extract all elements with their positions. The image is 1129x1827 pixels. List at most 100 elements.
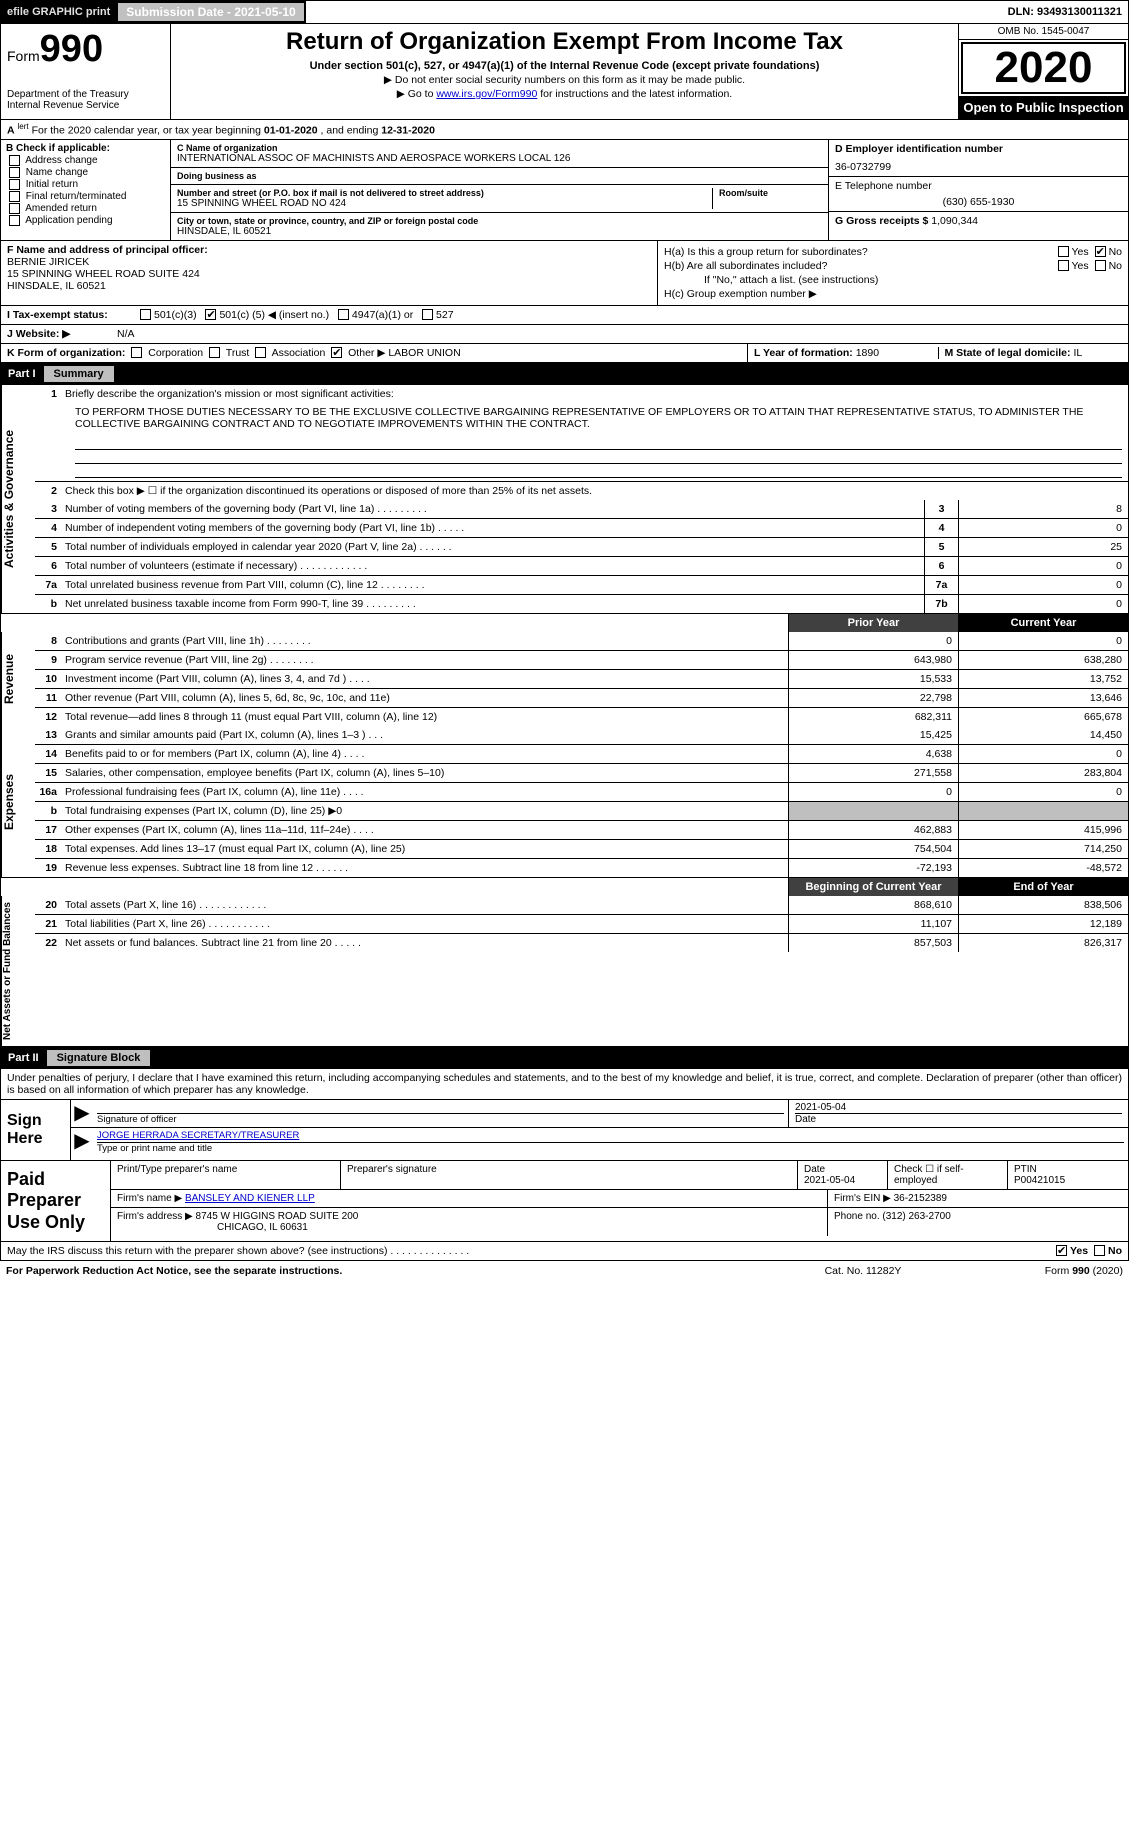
cb-501c[interactable]	[205, 309, 216, 320]
cb-trust[interactable]	[209, 347, 220, 358]
block-f: F Name and address of principal officer:…	[1, 241, 658, 305]
line-m: M State of legal domicile: IL	[939, 347, 1123, 359]
discuss-no[interactable]	[1094, 1245, 1105, 1256]
website-value: N/A	[117, 328, 135, 340]
form-title-box: Return of Organization Exempt From Incom…	[171, 24, 958, 119]
arrow-icon: ▶	[71, 1100, 93, 1127]
open-to-public: Open to Public Inspection	[959, 96, 1128, 119]
ssn-note: ▶ Do not enter social security numbers o…	[179, 74, 950, 86]
summary-row: 17Other expenses (Part IX, column (A), l…	[35, 820, 1128, 839]
summary-row: 12Total revenue—add lines 8 through 11 (…	[35, 707, 1128, 726]
discuss-row: May the IRS discuss this return with the…	[0, 1242, 1129, 1261]
phone-cell: E Telephone number (630) 655-1930	[829, 177, 1128, 212]
prep-sig-label: Preparer's signature	[341, 1161, 798, 1189]
summary-row: 9Program service revenue (Part VIII, lin…	[35, 650, 1128, 669]
paid-preparer-block: Paid Preparer Use Only Print/Type prepar…	[0, 1161, 1129, 1243]
cb-other[interactable]	[331, 347, 342, 358]
officer-name-link[interactable]: JORGE HERRADA SECRETARY/TREASURER	[97, 1130, 299, 1141]
efile-top-bar: efile GRAPHIC print Submission Date - 20…	[0, 0, 1129, 24]
firm-address-cell: Firm's address ▶ 8745 W HIGGINS ROAD SUI…	[111, 1208, 828, 1236]
ein: 36-0732799	[835, 161, 1122, 173]
city: HINSDALE, IL 60521	[177, 226, 822, 237]
street-row: Number and street (or P.O. box if mail i…	[171, 185, 828, 213]
prep-name-label: Print/Type preparer's name	[111, 1161, 341, 1189]
period-line: A lert For the 2020 calendar year, or ta…	[0, 120, 1129, 140]
side-net-assets: Net Assets or Fund Balances	[1, 896, 35, 1046]
cb-4947[interactable]	[338, 309, 349, 320]
boy-eoy-header: Beginning of Current Year End of Year	[1, 877, 1128, 896]
summary-row: 5Total number of individuals employed in…	[35, 537, 1128, 556]
cb-501c3[interactable]	[140, 309, 151, 320]
col-current: Current Year	[958, 614, 1128, 632]
tax-exempt-row: I Tax-exempt status: 501(c)(3) 501(c) ( …	[0, 306, 1129, 325]
part2-header: Part II Signature Block	[0, 1047, 1129, 1069]
klm-row: K Form of organization: Corporation Trus…	[0, 344, 1129, 363]
h-b: H(b) Are all subordinates included? Yes …	[664, 260, 1122, 272]
self-employed-check[interactable]: Check ☐ if self-employed	[888, 1161, 1008, 1189]
org-name-row: C Name of organization INTERNATIONAL ASS…	[171, 140, 828, 168]
tax-year: 2020	[961, 42, 1126, 94]
h-c: H(c) Group exemption number ▶	[664, 288, 1122, 300]
efile-black-strip: efile GRAPHIC print Submission Date - 20…	[1, 1, 306, 23]
officer-name-field: JORGE HERRADA SECRETARY/TREASURER Type o…	[93, 1128, 1128, 1156]
side-activities-governance: Activities & Governance	[1, 385, 35, 613]
form-title: Return of Organization Exempt From Incom…	[179, 28, 950, 56]
cb-527[interactable]	[422, 309, 433, 320]
summary-row: 21Total liabilities (Part X, line 26) . …	[35, 914, 1128, 933]
signature-date: 2021-05-04 Date	[788, 1100, 1128, 1127]
org-name: INTERNATIONAL ASSOC OF MACHINISTS AND AE…	[177, 153, 822, 164]
summary-row: 16aProfessional fundraising fees (Part I…	[35, 782, 1128, 801]
form-ref: Form 990 (2020)	[963, 1265, 1123, 1277]
phone: (630) 655-1930	[835, 196, 1122, 208]
gross-receipts-cell: G Gross receipts $ 1,090,344	[829, 212, 1128, 230]
summary-row: 14Benefits paid to or for members (Part …	[35, 744, 1128, 763]
year-box: OMB No. 1545-0047 2020 Open to Public In…	[958, 24, 1128, 119]
summary-row: 7aTotal unrelated business revenue from …	[35, 575, 1128, 594]
summary-row: 8Contributions and grants (Part VIII, li…	[35, 632, 1128, 650]
officer-signature-field[interactable]: Signature of officer	[93, 1100, 788, 1127]
firm-phone-cell: Phone no. (312) 263-2700	[828, 1208, 1128, 1236]
dln: DLN: 93493130011321	[1002, 4, 1128, 20]
cb-app-pending[interactable]: Application pending	[6, 215, 165, 226]
line2-text: Check this box ▶ ☐ if the organization d…	[61, 482, 1128, 500]
website-row: J Website: ▶ N/A	[0, 325, 1129, 344]
form-number: Form990	[7, 28, 164, 71]
entity-info-block: B Check if applicable: Address change Na…	[0, 140, 1129, 241]
summary-row: bTotal fundraising expenses (Part IX, co…	[35, 801, 1128, 820]
street: 15 SPINNING WHEEL ROAD NO 424	[177, 198, 712, 209]
cb-final-return[interactable]: Final return/terminated	[6, 191, 165, 202]
summary-row: 20Total assets (Part X, line 16) . . . .…	[35, 896, 1128, 914]
firm-name-cell: Firm's name ▶ BANSLEY AND KIENER LLP	[111, 1190, 828, 1207]
discuss-yes[interactable]	[1056, 1245, 1067, 1256]
omb-number: OMB No. 1545-0047	[959, 24, 1128, 40]
page-footer: For Paperwork Reduction Act Notice, see …	[0, 1261, 1129, 1281]
irs-link[interactable]: www.irs.gov/Form990	[436, 88, 537, 100]
cb-amended[interactable]: Amended return	[6, 203, 165, 214]
efile-label: efile GRAPHIC print	[1, 6, 116, 18]
cb-assoc[interactable]	[255, 347, 266, 358]
line-l: L Year of formation: 1890	[754, 347, 939, 359]
submission-date-button[interactable]: Submission Date - 2021-05-10	[117, 2, 304, 22]
dba-row: Doing business as	[171, 168, 828, 185]
col-boy: Beginning of Current Year	[788, 878, 958, 896]
perjury-statement: Under penalties of perjury, I declare th…	[1, 1069, 1128, 1100]
block-b-checkboxes: B Check if applicable: Address change Na…	[1, 140, 171, 240]
block-c: C Name of organization INTERNATIONAL ASS…	[171, 140, 828, 240]
cb-initial-return[interactable]: Initial return	[6, 179, 165, 190]
summary-row: 4Number of independent voting members of…	[35, 518, 1128, 537]
firm-name-link[interactable]: BANSLEY AND KIENER LLP	[185, 1193, 315, 1204]
cb-name-change[interactable]: Name change	[6, 167, 165, 178]
officer-group-block: F Name and address of principal officer:…	[0, 241, 1129, 306]
summary-row: 22Net assets or fund balances. Subtract …	[35, 933, 1128, 952]
paid-preparer-label: Paid Preparer Use Only	[1, 1161, 111, 1242]
cb-address-change[interactable]: Address change	[6, 155, 165, 166]
h-b-note: If "No," attach a list. (see instruction…	[664, 274, 1122, 286]
signature-block: Under penalties of perjury, I declare th…	[0, 1069, 1129, 1161]
summary-row: 15Salaries, other compensation, employee…	[35, 763, 1128, 782]
line-k: K Form of organization: Corporation Trus…	[1, 344, 748, 362]
other-value: LABOR UNION	[388, 347, 460, 359]
goto-note: ▶ Go to www.irs.gov/Form990 for instruct…	[179, 88, 950, 100]
col-eoy: End of Year	[958, 878, 1128, 896]
mission-text: TO PERFORM THOSE DUTIES NECESSARY TO BE …	[35, 403, 1128, 433]
cb-corp[interactable]	[131, 347, 142, 358]
